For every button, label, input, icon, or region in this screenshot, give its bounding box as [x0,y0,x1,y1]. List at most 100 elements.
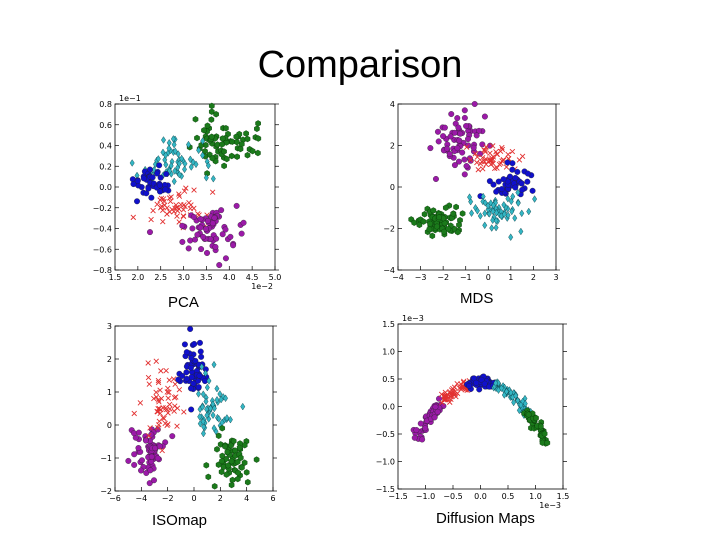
point [200,137,206,145]
point [501,201,507,209]
point [181,341,188,348]
point [140,175,147,182]
y-tick-label: 2 [107,355,112,364]
point [191,187,197,193]
x-tick-label: 1 [508,273,513,282]
point [174,423,180,429]
point [192,236,199,243]
plot-frame [114,325,274,492]
point [229,476,236,484]
point [191,341,198,347]
point [512,184,519,191]
point [196,146,202,155]
point [504,159,511,166]
point [461,171,468,178]
point [482,221,488,230]
point [213,235,220,242]
point [130,181,137,188]
point [194,134,200,142]
point [163,406,170,413]
slide-title: Comparison [257,44,463,86]
point [421,210,428,218]
point [420,218,427,225]
point [160,218,166,225]
point [436,395,442,402]
point [179,238,186,245]
y-tick-label: 1.0 [382,348,395,357]
point [187,326,194,332]
point [445,225,452,233]
point [239,464,245,471]
point [165,410,171,416]
point [180,213,187,220]
point [219,452,226,460]
point [230,242,237,249]
point [165,395,171,401]
point [131,451,138,458]
point [153,358,159,364]
point [166,209,173,215]
point [199,363,205,371]
y-tick-label: −0.5 [376,430,395,439]
point [447,399,453,405]
point [200,403,205,411]
x-tick-label: 6 [270,494,275,503]
point [435,138,442,145]
point [454,381,460,387]
point [179,372,186,379]
point [146,166,153,173]
point [195,384,202,391]
point [155,397,162,403]
point [216,415,222,423]
point [208,404,213,413]
point [149,174,156,181]
point [183,349,190,356]
point [197,216,204,223]
point [501,210,507,219]
point [453,393,459,400]
point [244,135,251,143]
point [434,128,441,135]
point [172,147,178,156]
point [190,214,197,221]
point [490,216,496,224]
point [518,227,524,236]
x-multiplier: 1e−3 [539,501,561,510]
point [135,429,142,436]
point [163,367,169,374]
x-tick-label: 2.0 [131,273,144,282]
point [158,368,164,374]
point [233,202,240,209]
point [481,380,488,387]
point [204,217,211,224]
point [209,220,216,227]
point [169,433,176,440]
point [230,437,237,445]
point [171,140,177,149]
point [524,170,531,177]
point [255,135,262,142]
point [176,193,183,199]
point [135,445,142,451]
point [512,174,519,181]
point [518,180,525,187]
point [227,233,234,240]
point [422,425,429,432]
point [470,144,477,151]
point [180,207,187,213]
point [238,454,244,462]
point [188,163,194,171]
point [181,409,187,415]
point [151,477,157,484]
point [508,389,514,397]
series-green [521,407,551,447]
point [235,469,241,477]
y-tick-label: 0.2 [99,162,112,171]
point [450,210,456,217]
point [441,228,447,236]
point [505,151,511,158]
point [147,425,153,431]
point [218,207,225,214]
point [158,395,165,402]
x-tick-label: 4.5 [246,273,259,282]
